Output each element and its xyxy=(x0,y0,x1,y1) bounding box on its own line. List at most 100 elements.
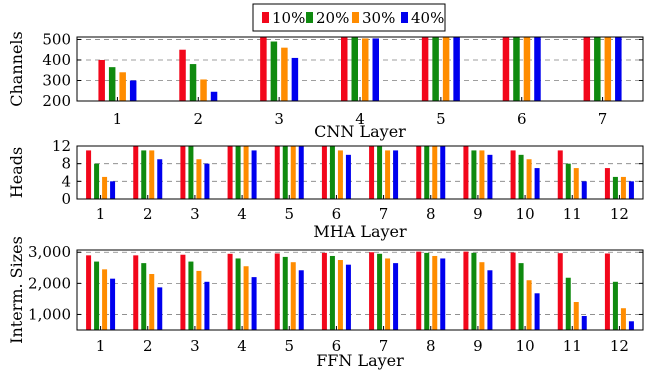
bar-1-4 xyxy=(341,37,348,101)
bar-3-7 xyxy=(604,37,612,101)
ytick-label: 400 xyxy=(42,51,71,69)
bar-1-6 xyxy=(502,37,510,101)
bar-4-1 xyxy=(110,278,116,330)
bar-4-8 xyxy=(440,146,446,199)
bar-4-6 xyxy=(534,37,541,101)
bar-4-11 xyxy=(581,316,587,330)
bar-4-10 xyxy=(534,168,540,199)
bar-1-7 xyxy=(369,146,375,199)
bar-3-5 xyxy=(290,146,296,199)
ytick-label: 200 xyxy=(42,92,71,110)
bar-4-8 xyxy=(440,258,446,330)
bar-1-1 xyxy=(86,150,92,199)
plot-frame xyxy=(76,249,644,331)
bar-3-3 xyxy=(281,47,288,101)
xtick-label: 9 xyxy=(473,205,483,223)
bar-1-9 xyxy=(463,251,469,330)
xtick-label: 9 xyxy=(473,337,483,355)
ytick-label: 8 xyxy=(61,155,71,173)
legend: 10% 20% 30% 40% xyxy=(252,3,446,32)
ytick-label: 4 xyxy=(61,172,71,190)
bar-2-1 xyxy=(94,163,100,199)
plot-frame xyxy=(76,36,644,102)
bar-2-3 xyxy=(188,261,194,330)
xtick-label: 6 xyxy=(517,110,527,128)
xtick-label: 12 xyxy=(610,205,629,223)
bar-3-11 xyxy=(573,302,579,330)
bar-4-6 xyxy=(345,154,351,199)
bar-3-1 xyxy=(102,176,108,199)
bar-3-12 xyxy=(620,176,626,199)
bar-2-8 xyxy=(424,146,430,199)
xtick-label: 3 xyxy=(190,205,200,223)
bar-1-7 xyxy=(369,252,375,330)
bar-4-7 xyxy=(615,37,622,101)
bar-3-10 xyxy=(526,280,532,330)
bar-1-12 xyxy=(604,168,610,199)
bar-1-8 xyxy=(416,251,422,330)
legend-swatch-3 xyxy=(352,12,359,23)
x-axis-label: FFN Layer xyxy=(316,351,404,370)
bar-3-2 xyxy=(149,150,155,199)
bar-1-1 xyxy=(86,255,92,330)
bar-1-10 xyxy=(510,252,516,330)
bar-2-10 xyxy=(518,263,524,330)
xtick-label: 6 xyxy=(332,205,342,223)
bar-4-4 xyxy=(251,277,257,330)
xtick-label: 5 xyxy=(284,337,294,355)
bar-2-10 xyxy=(518,154,524,199)
bar-4-9 xyxy=(487,154,493,199)
bar-1-5 xyxy=(421,37,429,101)
ytick-label: 12 xyxy=(52,137,71,155)
bar-3-4 xyxy=(362,38,369,101)
xtick-label: 2 xyxy=(194,110,204,128)
bar-4-6 xyxy=(345,264,351,330)
plot-frame xyxy=(76,145,644,200)
bar-1-4 xyxy=(227,146,233,199)
bar-3-9 xyxy=(479,262,485,330)
bar-3-4 xyxy=(243,266,249,330)
x-axis-label: CNN Layer xyxy=(314,122,406,141)
bar-2-12 xyxy=(612,176,618,199)
bar-4-2 xyxy=(210,91,218,101)
legend-label-4: 40% xyxy=(411,9,444,27)
bar-2-3 xyxy=(270,41,278,101)
bar-4-2 xyxy=(157,287,163,330)
xtick-label: 10 xyxy=(516,205,535,223)
bar-4-9 xyxy=(487,270,493,330)
legend-label-1: 10% xyxy=(272,9,305,27)
y-axis-label: Channels xyxy=(7,31,26,107)
bar-1-3 xyxy=(180,254,186,330)
bar-2-7 xyxy=(594,37,601,101)
xtick-label: 12 xyxy=(610,337,629,355)
legend-swatch-2 xyxy=(306,12,313,23)
bar-2-4 xyxy=(351,37,358,101)
bar-3-10 xyxy=(526,159,532,199)
xtick-label: 6 xyxy=(332,337,342,355)
bar-1-3 xyxy=(260,37,267,101)
xtick-label: 3 xyxy=(190,337,200,355)
bar-3-2 xyxy=(200,79,207,101)
bar-4-11 xyxy=(581,181,587,199)
legend-box xyxy=(252,3,446,32)
xtick-label: 10 xyxy=(516,337,535,355)
bar-1-1 xyxy=(98,59,105,101)
xtick-label: 3 xyxy=(274,110,284,128)
bar-4-1 xyxy=(110,181,116,199)
bar-2-2 xyxy=(141,150,147,199)
bar-4-3 xyxy=(204,163,210,199)
y-axis-label: Heads xyxy=(7,147,26,198)
bar-4-4 xyxy=(251,150,257,199)
bar-1-2 xyxy=(133,255,139,330)
xtick-label: 2 xyxy=(143,205,153,223)
ytick-label: 2,000 xyxy=(28,274,71,292)
bar-2-2 xyxy=(141,263,147,330)
bar-2-7 xyxy=(377,253,383,330)
bar-1-2 xyxy=(133,146,139,199)
bar-1-12 xyxy=(604,253,610,330)
bar-4-3 xyxy=(291,57,299,101)
bar-1-5 xyxy=(274,146,280,199)
xtick-label: 11 xyxy=(563,337,582,355)
